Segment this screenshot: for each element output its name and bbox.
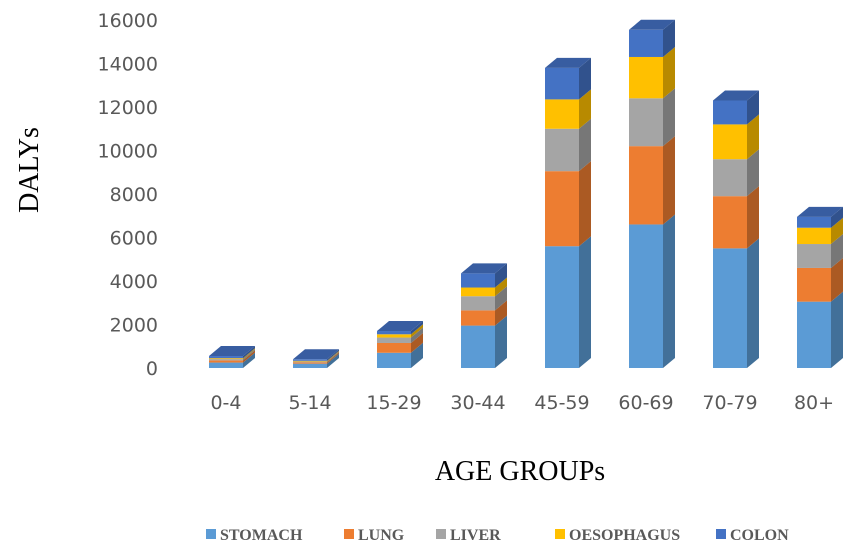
bar-stack-30-44 xyxy=(461,263,507,368)
y-tick-label: 8000 xyxy=(110,184,158,206)
legend-item-stomach: STOMACH xyxy=(206,527,303,544)
bar-segment-lung xyxy=(461,300,507,326)
legend-swatch xyxy=(344,529,354,539)
y-tick-label: 2000 xyxy=(110,315,158,337)
bar-segment-stomach xyxy=(461,315,507,368)
legend-label: LUNG xyxy=(358,527,405,544)
bar-segment-liver xyxy=(293,351,339,363)
y-axis-title: DALYs xyxy=(14,127,45,213)
bar-segment-liver xyxy=(461,286,507,311)
legend-item-colon: COLON xyxy=(716,527,789,544)
x-tick-label: 60-69 xyxy=(618,392,673,414)
bar-segment-stomach xyxy=(545,236,591,368)
bar-segment-colon xyxy=(461,263,507,288)
y-tick-label: 14000 xyxy=(98,54,158,76)
x-tick-label: 30-44 xyxy=(450,392,505,414)
bar-segment-stomach xyxy=(713,238,759,368)
y-tick-label: 10000 xyxy=(98,141,158,163)
y-tick-label: 0 xyxy=(146,358,158,380)
legend-item-liver: LIVER xyxy=(436,527,501,544)
bar-segment-lung xyxy=(713,186,759,249)
bar-stack-5-14 xyxy=(293,349,339,368)
bar-segment-stomach xyxy=(377,342,423,368)
bar-stack-60-69 xyxy=(629,19,675,368)
bar-segment-colon xyxy=(797,206,843,228)
legend-swatch xyxy=(555,529,565,539)
y-tick-label: 4000 xyxy=(110,271,158,293)
x-axis-title: AGE GROUPs xyxy=(435,456,605,487)
bar-segment-oesophagus xyxy=(293,350,339,362)
bar-segment-lung xyxy=(377,332,423,353)
bar-segment-liver xyxy=(797,234,843,268)
y-axis-ticks: 0 2000 4000 6000 8000 10000 12000 14000 16000 xyxy=(98,10,158,380)
x-axis-ticks: 0-4 5-14 15-29 30-44 45-59 60-69 70-79 80+ xyxy=(210,392,834,414)
legend-swatch xyxy=(206,529,216,539)
legend-label: COLON xyxy=(730,527,789,544)
bar-segment-colon xyxy=(377,321,423,335)
bar-segment-lung xyxy=(629,136,675,225)
bar-stack-0-4 xyxy=(209,346,255,368)
bar-segment-oesophagus xyxy=(209,348,255,360)
bar-segment-liver xyxy=(377,327,423,343)
legend-swatch xyxy=(716,529,726,539)
legend-label: STOMACH xyxy=(220,527,303,544)
legend-item-lung: LUNG xyxy=(344,527,405,544)
bar-segment-colon xyxy=(629,19,675,57)
bar-segment-oesophagus xyxy=(461,277,507,297)
bar-stack-70-79 xyxy=(713,90,759,368)
bar-segment-stomach xyxy=(293,353,339,368)
bar-segment-stomach xyxy=(209,352,255,368)
bars xyxy=(209,19,843,368)
x-tick-label: 5-14 xyxy=(288,392,331,414)
legend-item-oesophagus: OESOPHAGUS xyxy=(555,527,680,544)
bar-segment-liver xyxy=(209,349,255,361)
legend-swatch xyxy=(436,529,446,539)
bar-segment-liver xyxy=(545,118,591,172)
bar-segment-oesophagus xyxy=(545,89,591,129)
bar-segment-oesophagus xyxy=(377,324,423,338)
x-tick-label: 70-79 xyxy=(702,392,757,414)
bar-segment-colon xyxy=(209,346,255,359)
x-tick-label: 80+ xyxy=(794,392,834,414)
y-tick-label: 12000 xyxy=(98,97,158,119)
legend: STOMACH LUNG LIVER OESOPHAGUS COLON xyxy=(206,527,789,544)
y-tick-label: 6000 xyxy=(110,228,158,250)
x-tick-label: 45-59 xyxy=(534,392,589,414)
x-tick-label: 15-29 xyxy=(366,392,421,414)
bar-stack-15-29 xyxy=(377,321,423,368)
bar-segment-oesophagus xyxy=(629,46,675,99)
legend-label: OESOPHAGUS xyxy=(569,527,680,544)
bar-stack-45-59 xyxy=(545,57,591,368)
x-tick-label: 0-4 xyxy=(210,392,241,414)
bar-segment-colon xyxy=(293,349,339,361)
bar-segment-lung xyxy=(293,352,339,364)
bar-segment-lung xyxy=(209,350,255,363)
bar-segment-colon xyxy=(713,90,759,125)
bar-segment-stomach xyxy=(629,214,675,368)
bar-segment-liver xyxy=(713,149,759,197)
bar-segment-liver xyxy=(629,88,675,147)
bar-segment-oesophagus xyxy=(797,217,843,245)
bar-segment-oesophagus xyxy=(713,114,759,160)
y-tick-label: 16000 xyxy=(98,10,158,32)
bar-stack-80+ xyxy=(797,206,843,368)
bar-segment-colon xyxy=(545,57,591,100)
bar-segment-lung xyxy=(545,161,591,247)
legend-label: LIVER xyxy=(450,527,501,544)
bar-segment-stomach xyxy=(797,291,843,368)
bar-segment-lung xyxy=(797,257,843,302)
